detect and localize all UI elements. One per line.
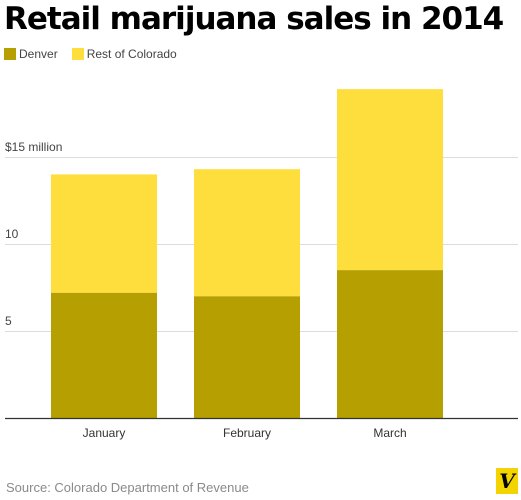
source-note: Source: Colorado Department of Revenue <box>6 480 249 495</box>
bar-rest-of-colorado <box>194 169 300 297</box>
y-tick-label: 5 <box>5 314 12 328</box>
bar-rest-of-colorado <box>51 174 157 293</box>
logo-letter: V <box>499 469 515 493</box>
x-tick-label: January <box>83 426 126 440</box>
bar-denver <box>337 270 443 418</box>
vox-logo-icon: V <box>496 468 518 494</box>
y-tick-label: 10 <box>5 227 19 241</box>
y-tick-label: $15 million <box>5 140 62 154</box>
x-tick-label: February <box>223 426 271 440</box>
legend-label-rest-of-colorado: Rest of Colorado <box>86 47 177 61</box>
legend-item-rest-of-colorado: Rest of Colorado <box>71 47 177 61</box>
legend-swatch-denver <box>4 48 16 60</box>
bar-rest-of-colorado <box>337 89 443 271</box>
legend: Denver Rest of Colorado <box>4 47 191 61</box>
bar-denver <box>51 292 157 418</box>
chart-title: Retail marijuana sales in 2014 <box>4 1 504 37</box>
x-tick-label: March <box>373 426 406 440</box>
legend-label-denver: Denver <box>19 47 58 61</box>
legend-item-denver: Denver <box>4 47 58 61</box>
bar-denver <box>194 296 300 418</box>
legend-swatch-rest-of-colorado <box>71 48 84 60</box>
